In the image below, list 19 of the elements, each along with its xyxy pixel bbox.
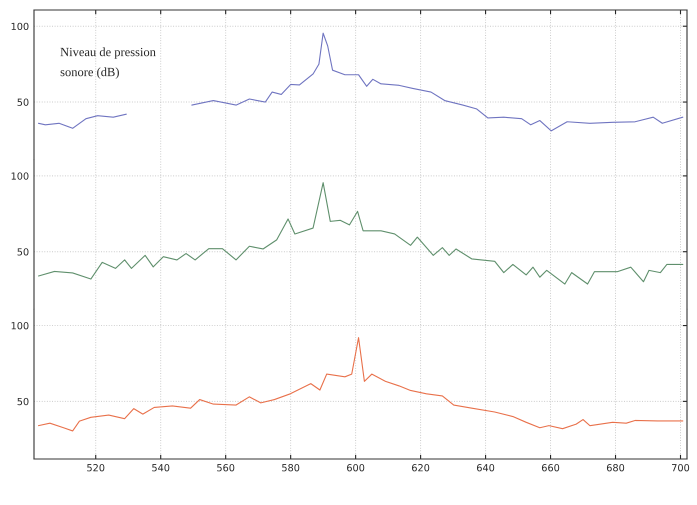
x-tick-label: 700 <box>672 464 690 472</box>
y-tick-label: 100 <box>12 322 28 330</box>
x-tick-label: 680 <box>606 464 624 472</box>
y-tick-label: 100 <box>12 172 28 180</box>
y-tick-label: 50 <box>18 398 28 406</box>
annotation: Niveau de pression sonore (dB) <box>60 47 156 79</box>
y-tick-label: 50 <box>18 248 28 256</box>
x-tick-label: 640 <box>476 464 494 472</box>
y-tick-label: 100 <box>12 22 28 30</box>
y-tick-label: 50 <box>18 98 28 106</box>
x-tick-label: 600 <box>347 464 364 472</box>
x-tick-label: 560 <box>217 464 234 472</box>
x-tick-label: 520 <box>87 464 104 472</box>
x-tick-label: 620 <box>412 464 430 472</box>
x-tick-label: 580 <box>282 464 300 472</box>
line-series <box>38 337 684 432</box>
x-tick-label: 660 <box>542 464 560 472</box>
x-tick-label: 540 <box>152 464 170 472</box>
line-series <box>38 182 684 285</box>
